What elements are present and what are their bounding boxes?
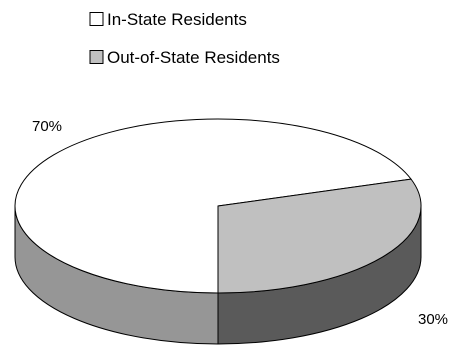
- legend-swatch-out-of-state-residents: [89, 50, 104, 64]
- legend-label-in-state-residents: In-State Residents: [107, 10, 247, 29]
- data-label-in-state-residents: 70%: [32, 118, 62, 135]
- pie-slice-out-of-state-residents: [217, 178, 422, 294]
- pie-slice-in-state-residents: [14, 118, 412, 294]
- legend-item-in-state-residents: In-State Residents: [89, 10, 247, 29]
- legend-item-out-of-state-residents: Out-of-State Residents: [89, 48, 280, 67]
- data-label-out-of-state-residents: 30%: [418, 311, 448, 328]
- legend-swatch-in-state-residents: [89, 12, 104, 26]
- legend-label-out-of-state-residents: Out-of-State Residents: [107, 48, 280, 67]
